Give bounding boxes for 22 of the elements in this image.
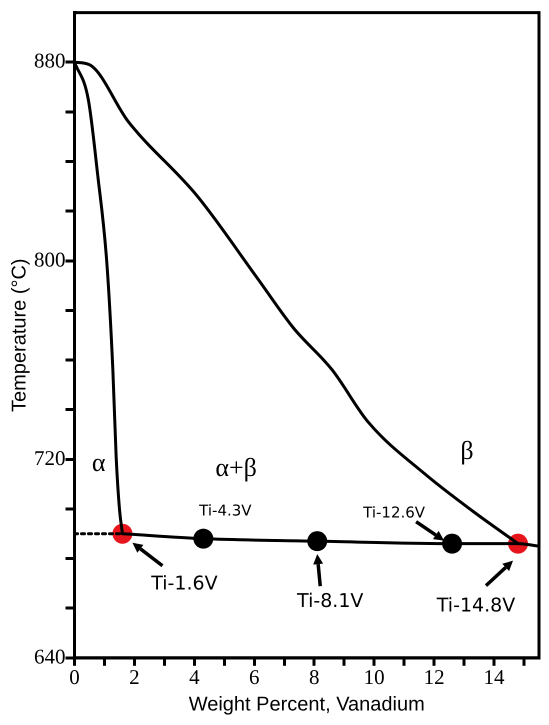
y-tick-label: 640 xyxy=(34,644,66,668)
annotation: Ti-4.3V xyxy=(198,502,252,520)
y-tick-label: 720 xyxy=(34,446,66,470)
annotation: β xyxy=(460,436,474,465)
x-tick-label: 14 xyxy=(484,664,506,689)
y-tick-label: 800 xyxy=(34,247,66,272)
annotation: Ti-12.6V xyxy=(362,504,426,522)
y-axis-title: Temperature (°C) xyxy=(8,258,31,412)
x-tick-label: 12 xyxy=(424,664,445,689)
y-tick-label: 880 xyxy=(34,48,66,73)
x-tick-label: 4 xyxy=(189,664,200,689)
annotation: α+β xyxy=(215,453,257,482)
x-tick-label: 10 xyxy=(364,664,385,689)
annotation: Ti-14.8V xyxy=(436,594,516,617)
annotation: α xyxy=(92,448,106,478)
x-tick-label: 0 xyxy=(69,664,80,689)
x-axis-title: Weight Percent, Vanadium xyxy=(188,694,425,716)
annotation: Ti-8.1V xyxy=(296,590,364,612)
x-tick-label: 6 xyxy=(249,664,260,689)
annotation: Ti-1.6V xyxy=(150,572,218,595)
x-tick-label: 2 xyxy=(129,664,140,689)
x-tick-label: 8 xyxy=(308,664,320,689)
